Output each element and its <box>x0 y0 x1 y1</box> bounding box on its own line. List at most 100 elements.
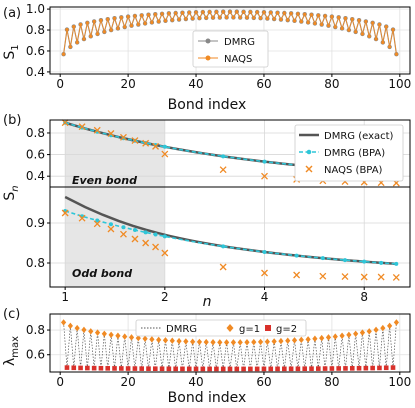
series-naqs-point <box>316 13 320 17</box>
naqs-bpa-point-odd <box>319 272 327 280</box>
g2-point <box>370 365 375 371</box>
series-naqs-point <box>350 17 354 21</box>
g1-point <box>387 322 393 330</box>
naqs-x-stroke <box>107 225 115 233</box>
series-naqs-point <box>221 10 225 14</box>
naqs-bpa-point-odd <box>120 230 127 238</box>
g2-point <box>214 366 219 372</box>
g1-point <box>257 338 264 346</box>
series-naqs-point <box>377 22 382 27</box>
g1-point <box>380 324 386 332</box>
g2-point <box>64 365 70 370</box>
dmrg-bpa-point-odd <box>320 256 325 261</box>
series-naqs-point <box>245 16 249 20</box>
g2-point <box>159 366 165 372</box>
naqs-bpa-point-odd <box>107 225 115 233</box>
series-naqs-point <box>306 20 310 25</box>
series-naqs-point <box>177 17 181 22</box>
g1-point <box>183 338 189 345</box>
dmrg-bpa-point-odd <box>143 230 148 235</box>
series-naqs-point <box>279 17 283 22</box>
naqs-bpa-point-odd <box>219 263 227 271</box>
naqs-x-stroke <box>78 123 86 131</box>
naqs-x-stroke <box>61 209 69 217</box>
ticklabel-x-8: 8 <box>360 290 368 304</box>
ticklabel-x-40: 40 <box>188 375 203 389</box>
g1-point <box>101 330 107 337</box>
series-naqs-point <box>204 16 208 20</box>
g2-point <box>390 365 396 370</box>
g1-point <box>278 337 284 345</box>
ticklabel-y-0.6: 0.6 <box>26 348 45 362</box>
dmrg-bpa-point-odd <box>132 228 137 233</box>
panel-b-legend-box <box>294 124 404 182</box>
g1-point <box>339 332 345 339</box>
ticklabel-y-even-0.4: 0.4 <box>26 169 45 183</box>
panel-c-xlabel: Bond index <box>168 390 247 406</box>
naqs-x-stroke <box>93 220 101 228</box>
series-naqs-point <box>255 10 259 14</box>
naqs-bpa-point-even <box>107 130 115 137</box>
series-naqs-point <box>153 12 157 16</box>
g2-point <box>336 366 341 371</box>
naqs-bpa-point-even <box>161 150 169 158</box>
g2-point <box>112 366 117 371</box>
series-naqs-point <box>119 15 123 19</box>
g2-point <box>180 366 185 372</box>
series-naqs-point <box>180 11 185 15</box>
series-naqs-point <box>330 14 334 19</box>
series-naqs-point <box>296 12 300 16</box>
series-naqs-point <box>197 16 202 20</box>
dmrg-bpa-point-odd <box>153 232 158 237</box>
dmrg-bpa-point-odd <box>121 225 126 230</box>
g1-point <box>196 338 203 346</box>
dmrg-bpa-point-odd <box>108 222 113 227</box>
panel-a-legend: DMRG NAQS <box>192 30 269 68</box>
series-dmrg-bpa-odd <box>64 210 397 265</box>
g1-point <box>156 336 162 344</box>
dmrg-bpa-point-odd <box>95 218 100 223</box>
g2-point <box>254 366 260 372</box>
naqs-bpa-point-odd <box>161 249 169 257</box>
naqs-x-stroke <box>142 239 150 247</box>
naqs-x-stroke <box>219 263 227 271</box>
series-naqs-point <box>157 20 161 24</box>
ticklabel-y-0.6: 0.6 <box>26 44 45 58</box>
g1-point <box>393 319 400 326</box>
naqs-x-stroke <box>219 166 227 174</box>
g2-point <box>356 365 362 371</box>
ticklabel-x-40: 40 <box>188 77 203 91</box>
series-naqs-point <box>272 17 276 21</box>
series-naqs-point <box>241 10 246 14</box>
g2-point <box>302 366 308 372</box>
g2-point <box>85 365 90 371</box>
naqs-x-stroke <box>319 272 327 280</box>
series-naqs-point <box>262 10 266 14</box>
series-naqs-point <box>337 15 341 19</box>
series-naqs-point <box>109 28 113 32</box>
legend-naqs-bpa-marker <box>305 165 313 173</box>
g2-point <box>241 366 246 372</box>
legend-c-dmrg-label: DMRG <box>166 324 197 335</box>
ticklabel-x-80: 80 <box>324 77 339 91</box>
ticklabel-y-even-0.6: 0.6 <box>26 148 45 162</box>
g1-point <box>135 334 141 342</box>
naqs-x-stroke <box>261 172 268 180</box>
naqs-bpa-point-odd <box>341 273 349 281</box>
panel-b-xlabel: n <box>203 294 212 310</box>
series-naqs-point <box>72 24 76 29</box>
series-naqs-point <box>116 26 120 31</box>
dmrg-bpa-point-even <box>262 159 267 164</box>
series-naqs-point <box>381 40 385 45</box>
series-naqs-point <box>367 34 371 38</box>
series-naqs-point <box>89 34 93 38</box>
series-naqs-point <box>231 15 235 20</box>
g1-point <box>122 333 128 340</box>
g2-point <box>119 366 124 371</box>
naqs-x-stroke <box>131 235 139 243</box>
dmrg-bpa-point-odd <box>342 258 347 263</box>
series-naqs-point <box>75 40 79 45</box>
series-naqs-point <box>61 52 66 56</box>
ticklabel-x-0: 0 <box>56 375 64 389</box>
